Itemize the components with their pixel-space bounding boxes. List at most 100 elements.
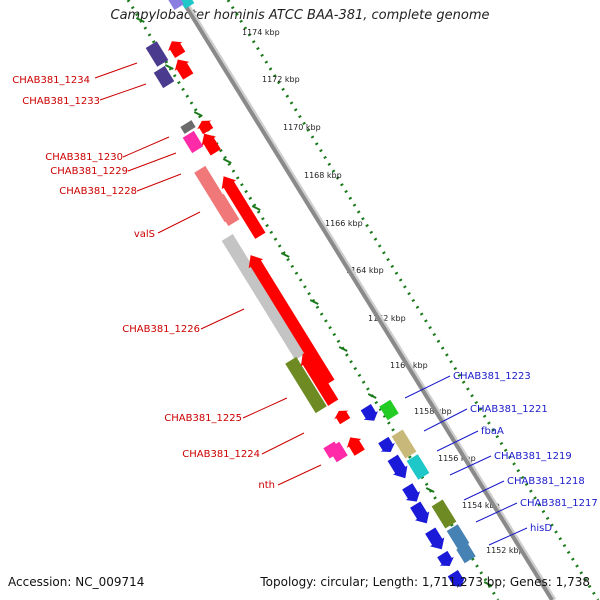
reverse-gene-bar — [153, 65, 175, 89]
forward-gene-label: CHAB381_1221 — [470, 404, 548, 415]
backbone-line — [180, 0, 554, 600]
forward-gene-label: CHAB381_1217 — [520, 498, 598, 509]
reverse-red-arrow — [248, 255, 335, 386]
label-leader-line — [157, 211, 201, 234]
track-tick — [222, 158, 232, 164]
gene-features — [145, 0, 476, 587]
label-leader-line — [122, 136, 170, 158]
kbp-tick-label: 1164 kbp — [346, 266, 384, 275]
forward-gene-bar — [431, 499, 457, 529]
kbp-tick-label: 1166 kbp — [325, 219, 363, 228]
dotted-track-left — [126, 0, 500, 600]
track-tick — [193, 111, 203, 117]
reverse-gene-bar — [285, 356, 327, 414]
kbp-tick-label: 1162 kbp — [368, 314, 406, 323]
reverse-gene-bar — [323, 441, 341, 459]
reverse-red-arrow — [300, 353, 339, 406]
forward-gene-bar — [409, 458, 427, 476]
kbp-tick-label: 1152 kbp — [486, 546, 524, 555]
label-leader-line — [99, 83, 147, 101]
reverse-gene-label: CHAB381_1228 — [59, 186, 137, 197]
reverse-red-arrow — [168, 41, 186, 58]
forward-blue-arrow — [410, 501, 430, 524]
reverse-red-arrow — [197, 120, 214, 135]
track-tick — [338, 346, 348, 352]
kbp-tick-label: 1174 kbp — [242, 28, 280, 37]
map-title: Campylobacter hominis ATCC BAA-381, comp… — [110, 8, 490, 23]
forward-blue-arrow — [387, 454, 408, 479]
label-leader-line — [423, 408, 468, 432]
forward-gene-label: fbaA — [481, 426, 504, 437]
forward-blue-arrow — [360, 404, 378, 421]
track-tick — [135, 17, 145, 23]
reverse-gene-label: CHAB381_1229 — [50, 166, 128, 177]
reverse-red-arrow — [334, 410, 351, 425]
forward-blue-arrow — [378, 436, 395, 452]
reverse-gene-bar — [180, 120, 196, 134]
top-partial-gene-2 — [168, 0, 184, 10]
track-tick — [251, 205, 261, 211]
accession-text: Accession: NC_009714 — [8, 575, 145, 589]
label-leader-line — [463, 480, 505, 501]
topology-text: Topology: circular; Length: 1,711,273 bp… — [260, 575, 590, 589]
dotted-track-right — [226, 0, 600, 600]
reverse-gene-label: nth — [258, 480, 275, 491]
reverse-gene-label: CHAB381_1234 — [12, 75, 90, 86]
forward-blue-arrow — [437, 550, 454, 566]
forward-gene-label: CHAB381_1219 — [494, 451, 572, 462]
reverse-red-arrow — [221, 176, 266, 239]
reverse-gene-label: valS — [134, 229, 155, 240]
reverse-gene-bar — [221, 234, 307, 360]
label-leader-line — [436, 430, 479, 452]
forward-gene-bar — [379, 399, 399, 421]
track-tick — [425, 487, 435, 493]
track-tick — [483, 581, 493, 587]
label-leader-line — [200, 308, 245, 330]
kbp-tick-label: 1154 kbp — [462, 501, 500, 510]
forward-gene-label: CHAB381_1223 — [453, 371, 531, 382]
track-tick — [367, 393, 377, 399]
reverse-gene-bar — [182, 130, 204, 154]
kbp-tick-label: 1156 kbp — [438, 454, 476, 463]
track-tick — [280, 252, 290, 258]
track-tick — [309, 299, 319, 305]
label-leader-line — [488, 527, 528, 546]
reverse-gene-label: CHAB381_1226 — [122, 324, 200, 335]
reverse-red-arrow — [346, 437, 365, 456]
forward-gene-bar — [456, 542, 476, 564]
kbp-tick-label: 1158 kbp — [414, 407, 452, 416]
forward-gene-label: CHAB381_1218 — [507, 476, 585, 487]
kbp-tick-label: 1170 kbp — [283, 123, 321, 132]
genome-backbone — [180, 0, 557, 600]
label-leader-line — [404, 375, 451, 399]
reverse-red-arrow — [201, 133, 221, 156]
kbp-tick-label: 1172 kbp — [262, 75, 300, 84]
track-tick — [164, 64, 174, 70]
dotted-tracks — [126, 0, 600, 600]
label-leader-line — [475, 502, 518, 523]
label-leader-line — [277, 464, 322, 486]
forward-gene-label: hisD — [530, 523, 552, 534]
label-leader-line — [242, 397, 288, 419]
forward-gene-bar — [391, 429, 417, 459]
label-leader-line — [261, 432, 305, 455]
forward-blue-arrow — [447, 570, 465, 587]
label-leader-line — [94, 62, 138, 79]
reverse-gene-label: CHAB381_1224 — [182, 449, 260, 460]
reverse-gene-bar — [212, 193, 240, 227]
reverse-gene-label: CHAB381_1230 — [45, 152, 123, 163]
reverse-gene-label: CHAB381_1225 — [164, 413, 242, 424]
label-leader-line — [127, 152, 177, 172]
reverse-red-arrow — [174, 59, 194, 80]
forward-blue-arrow — [402, 483, 421, 502]
kbp-tick-label: 1168 kbp — [304, 171, 342, 180]
forward-blue-arrow — [425, 527, 445, 550]
forward-gene-bar — [446, 524, 470, 550]
reverse-gene-bar — [145, 41, 169, 67]
top-partial-gene — [179, 0, 195, 9]
label-leader-line — [136, 173, 182, 192]
gene-labels: CHAB381_1234 CHAB381_1233 CHAB381_1230 CHAB… — [12, 62, 598, 546]
kbp-ticks: 1174 kbp 1172 kbp 1170 kbp 1168 kbp 1166 kbp… — [242, 28, 524, 555]
